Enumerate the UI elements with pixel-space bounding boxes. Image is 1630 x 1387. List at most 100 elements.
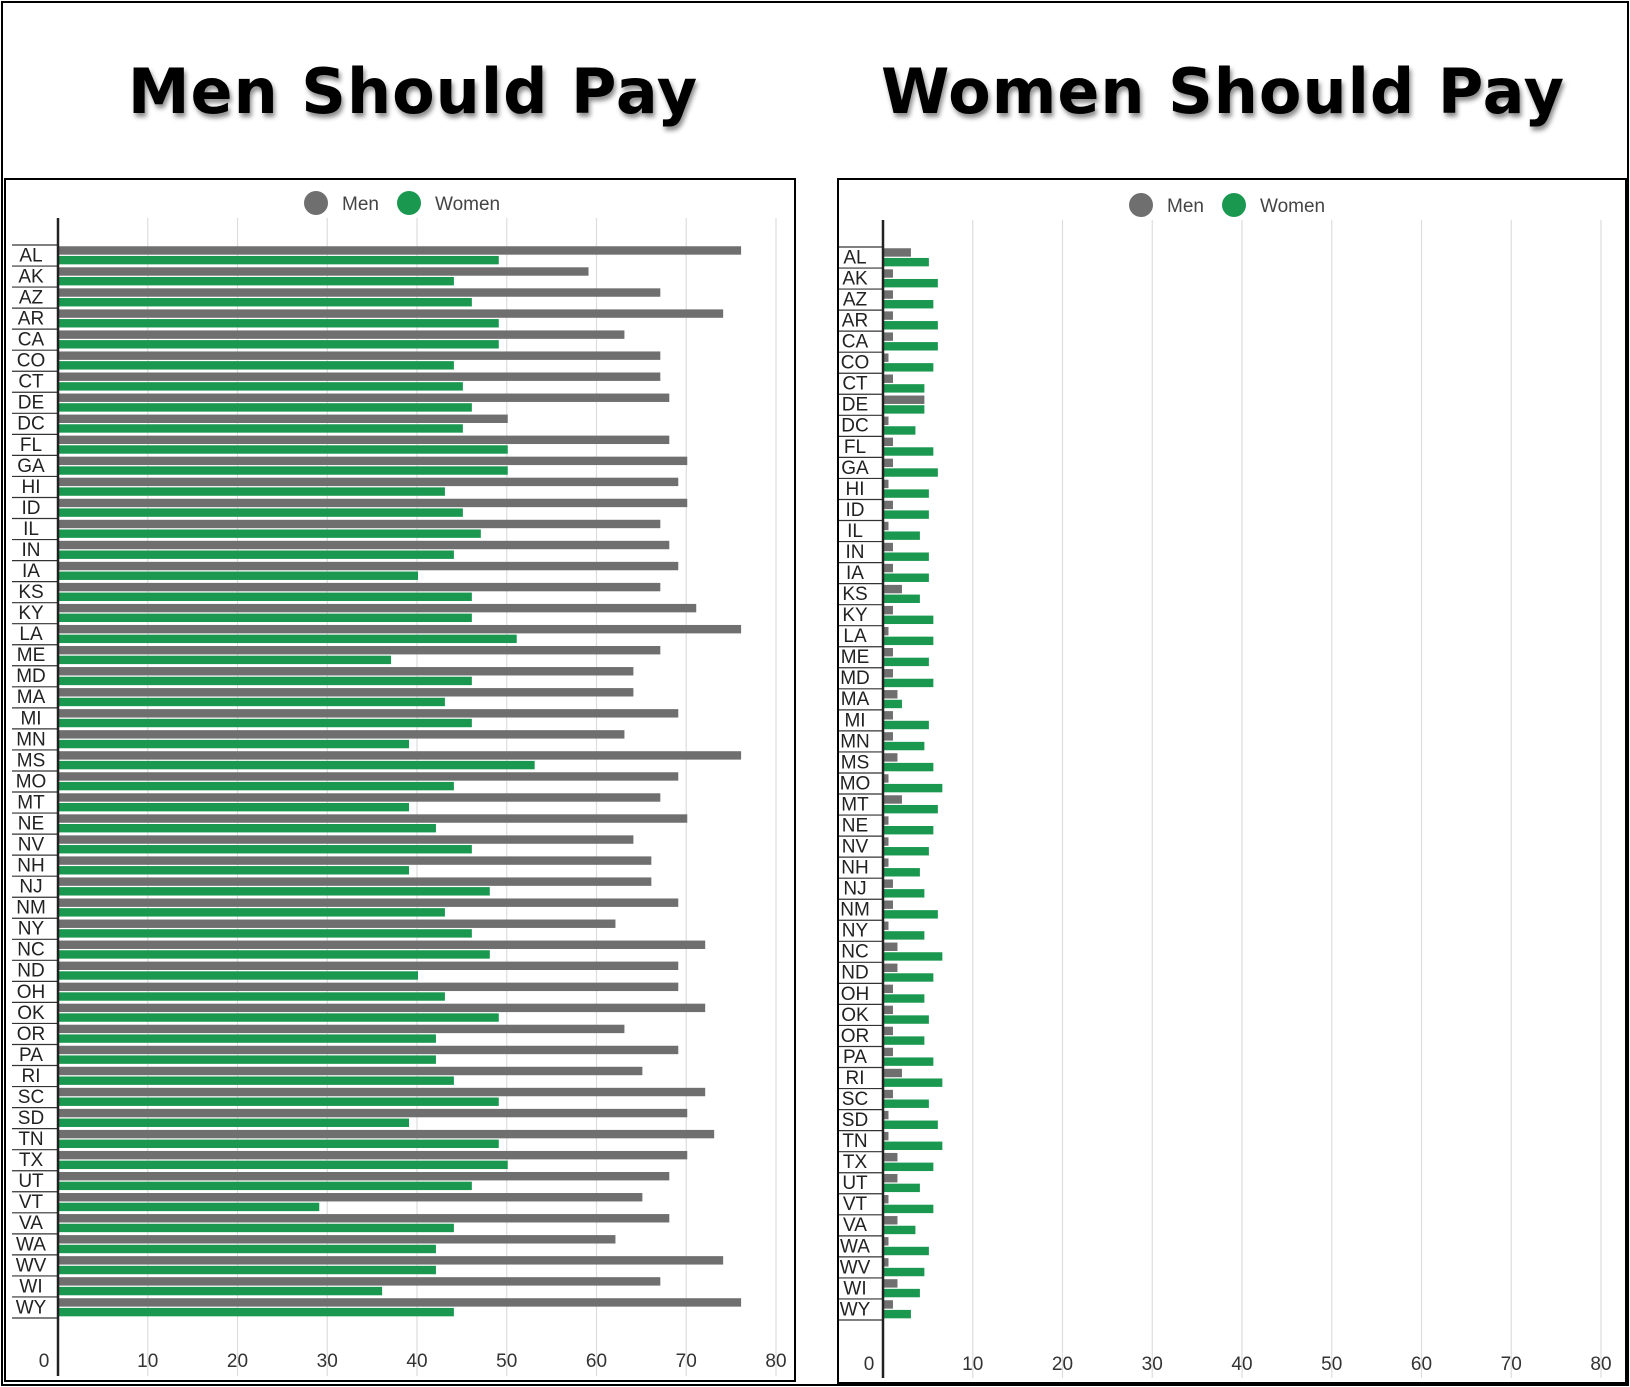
state-label-AZ: AZ: [843, 289, 868, 310]
state-label-NV: NV: [842, 837, 869, 858]
bar-women-AR: [59, 319, 499, 328]
state-label-SD: SD: [18, 1108, 44, 1129]
state-label-LA: LA: [843, 626, 867, 647]
bar-women-IN: [884, 552, 929, 561]
bar-women-OH: [884, 994, 925, 1003]
bar-men-MA: [59, 688, 634, 697]
bar-men-ME: [884, 648, 893, 657]
bar-men-IA: [884, 563, 893, 573]
state-label-HI: HI: [22, 477, 41, 498]
bar-men-AZ: [884, 290, 893, 299]
state-label-MN: MN: [16, 729, 46, 750]
bar-men-OH: [59, 982, 679, 992]
state-label-NC: NC: [17, 940, 44, 961]
bar-women-WA: [884, 1246, 929, 1256]
x-tick-label-0: 0: [39, 1351, 50, 1372]
bar-women-OH: [59, 992, 445, 1001]
bar-women-VA: [59, 1223, 454, 1233]
state-label-DC: DC: [841, 416, 868, 437]
bar-women-WV: [884, 1267, 925, 1277]
bar-women-UT: [59, 1181, 472, 1191]
bar-women-IL: [59, 529, 481, 538]
bar-women-MA: [59, 697, 445, 707]
state-label-IL: IL: [23, 519, 39, 540]
state-label-GA: GA: [17, 456, 45, 477]
state-label-CO: CO: [17, 351, 46, 372]
bar-men-MN: [59, 730, 625, 739]
bar-women-FL: [59, 445, 508, 454]
bar-men-NE: [884, 816, 889, 825]
bar-women-CA: [59, 340, 499, 349]
state-label-MI: MI: [844, 710, 865, 731]
state-label-UT: UT: [842, 1173, 868, 1194]
state-label-CA: CA: [18, 330, 45, 351]
bar-men-AK: [59, 267, 589, 276]
bar-women-TX: [59, 1160, 508, 1170]
bar-women-AK: [884, 278, 938, 288]
bar-men-VA: [884, 1216, 898, 1225]
bar-women-NV: [59, 845, 472, 854]
bar-men-PA: [884, 1047, 893, 1057]
bar-men-CT: [59, 372, 661, 381]
x-tick-label-10: 10: [962, 1354, 983, 1375]
bar-men-ME: [59, 646, 661, 655]
bar-women-NJ: [59, 887, 490, 896]
bar-men-CA: [884, 332, 893, 341]
bar-men-DE: [59, 393, 670, 402]
bar-women-FL: [884, 447, 934, 456]
bar-men-KY: [884, 605, 893, 615]
state-label-NM: NM: [16, 898, 46, 919]
bar-women-MN: [59, 739, 410, 749]
bar-women-WA: [59, 1244, 436, 1254]
bar-women-MA: [884, 699, 902, 709]
state-label-DE: DE: [842, 395, 868, 416]
bar-men-DE: [884, 395, 925, 404]
bar-men-OR: [884, 1026, 893, 1036]
x-tick-label-60: 60: [586, 1351, 607, 1372]
bar-women-NY: [59, 929, 472, 938]
bar-men-NJ: [59, 877, 652, 886]
state-label-DE: DE: [18, 393, 44, 414]
bar-women-RI: [884, 1078, 943, 1087]
bar-men-CT: [884, 374, 893, 383]
legend: Men Women: [304, 191, 500, 215]
bar-men-VA: [59, 1214, 670, 1223]
state-label-MD: MD: [840, 668, 870, 689]
bar-men-NE: [59, 814, 688, 823]
state-label-TX: TX: [843, 1152, 868, 1173]
bar-women-SC: [884, 1099, 929, 1108]
bar-men-MA: [884, 690, 898, 699]
state-label-TN: TN: [18, 1129, 43, 1150]
bar-women-KY: [59, 613, 472, 623]
bar-women-NY: [884, 931, 925, 940]
state-label-PA: PA: [843, 1047, 867, 1068]
bar-men-MS: [59, 751, 742, 760]
bar-women-CO: [59, 361, 454, 370]
bar-women-CT: [59, 382, 463, 391]
women-should-pay-title: Women Should Pay: [880, 55, 1565, 128]
bar-men-VT: [59, 1193, 643, 1202]
bar-women-MS: [59, 760, 535, 770]
bar-men-UT: [59, 1171, 670, 1181]
state-label-OR: OR: [17, 1024, 46, 1045]
state-label-OK: OK: [841, 1005, 869, 1026]
state-label-TN: TN: [842, 1131, 867, 1152]
bar-men-CA: [59, 330, 625, 339]
bar-women-VA: [884, 1225, 916, 1235]
state-label-AZ: AZ: [19, 287, 44, 308]
x-tick-label-0: 0: [864, 1354, 875, 1375]
state-label-OK: OK: [17, 1003, 45, 1024]
bar-men-TN: [884, 1131, 889, 1141]
state-label-MA: MA: [17, 687, 46, 708]
bar-men-GA: [59, 456, 688, 466]
state-label-NJ: NJ: [19, 877, 42, 898]
bar-women-VT: [59, 1202, 320, 1212]
bar-women-MT: [59, 802, 410, 812]
bar-women-ME: [59, 655, 392, 665]
bar-men-IL: [884, 521, 889, 531]
bar-men-MI: [884, 711, 893, 720]
x-tick-label-30: 30: [317, 1351, 338, 1372]
bar-men-WI: [884, 1279, 898, 1288]
